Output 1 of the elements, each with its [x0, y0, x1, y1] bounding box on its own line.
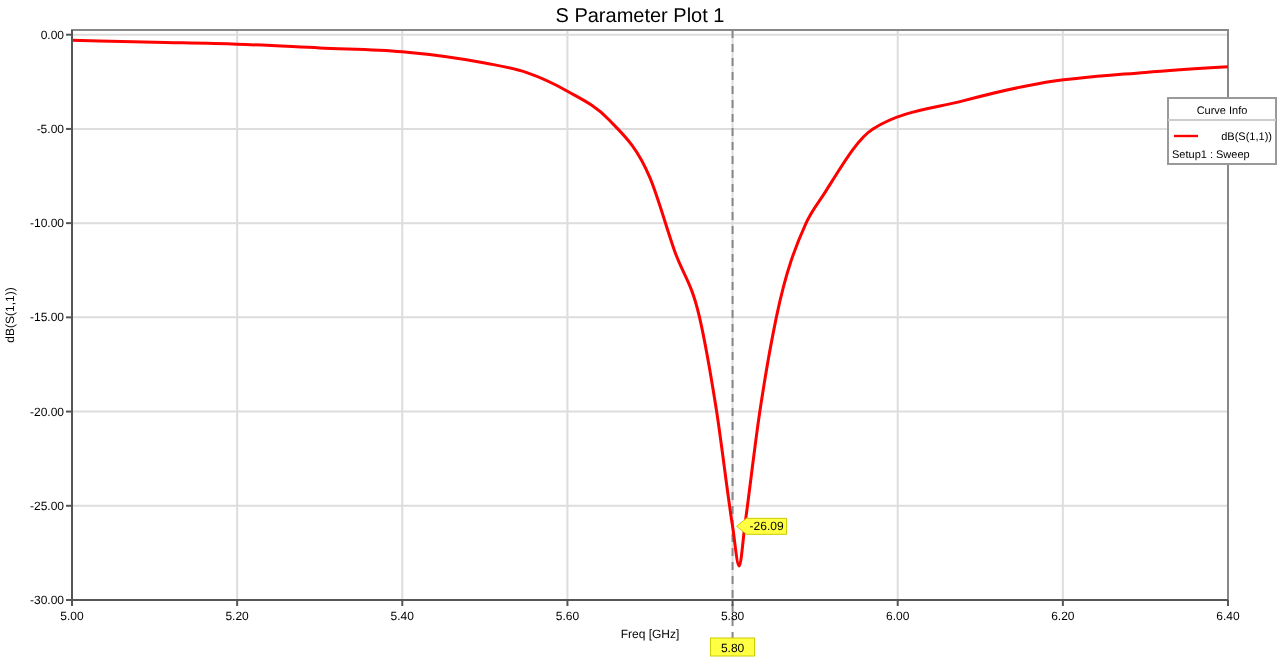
chart-title: S Parameter Plot 1: [555, 6, 726, 28]
